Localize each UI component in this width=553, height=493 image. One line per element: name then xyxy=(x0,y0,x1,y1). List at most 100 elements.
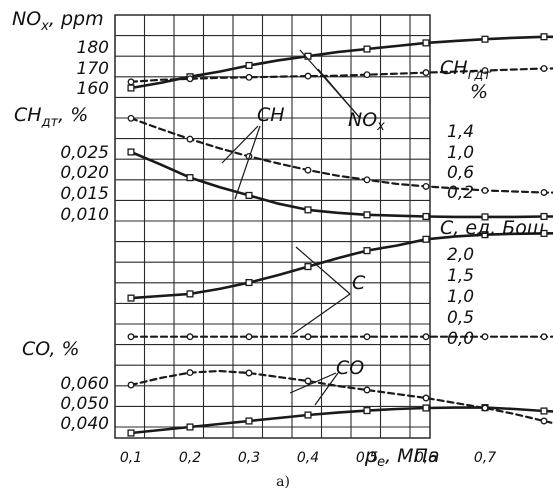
axis-title-ch-left: CHдт, % xyxy=(14,104,88,130)
series-layer xyxy=(127,33,553,437)
data-point-co-dashed xyxy=(245,369,253,377)
data-point-nox-solid xyxy=(481,35,489,43)
callout-leader-co xyxy=(314,372,339,406)
tick-label-right-ch: 0,6 xyxy=(447,163,474,183)
data-point-ch-solid xyxy=(245,191,253,199)
tick-label-right-c: 0,5 xyxy=(447,308,474,328)
data-point-co-dashed xyxy=(540,417,548,425)
x-axis-label-unit: , МПа xyxy=(385,445,439,467)
data-point-nox-dashed xyxy=(304,72,312,80)
data-point-co-solid xyxy=(304,411,312,419)
axis-title-unit: , ед. Бош xyxy=(453,217,544,239)
callout-main: NO xyxy=(348,109,377,131)
axis-title-c-right: C, ед. Бош xyxy=(440,217,544,239)
data-point-c-dashed xyxy=(363,333,371,341)
data-point-c-dashed xyxy=(540,333,548,341)
callout-label-ch: CH xyxy=(257,104,285,126)
data-point-ch-dashed xyxy=(304,166,312,174)
data-point-nox-dashed xyxy=(186,75,194,83)
callout-leader-c xyxy=(292,293,351,335)
data-point-ch-dashed xyxy=(186,135,194,143)
data-point-co-solid xyxy=(245,417,253,425)
tick-label-x: 0,7 xyxy=(474,450,496,466)
callout-leader-ch xyxy=(234,125,261,200)
data-point-ch-solid xyxy=(540,212,548,221)
axis-title-main: CH xyxy=(14,104,42,126)
tick-label-x: 0,5 xyxy=(356,450,378,466)
x-axis-label-sub: e xyxy=(377,455,385,470)
axis-title-unit: % xyxy=(470,81,488,103)
data-point-co-dashed xyxy=(186,369,194,377)
data-point-c-dashed xyxy=(127,333,135,341)
tick-label-right-c: 1,0 xyxy=(447,287,474,307)
data-point-nox-dashed xyxy=(481,67,489,75)
callout-main: CO xyxy=(336,357,364,379)
callout-leader-c xyxy=(295,246,351,295)
data-point-ch-dashed xyxy=(422,182,430,190)
data-point-c-solid xyxy=(363,247,371,255)
axis-title-unit: , ppm xyxy=(49,8,104,30)
figure-caption: а) xyxy=(276,474,290,490)
axis-title-nox-left: NOx, ppm xyxy=(12,8,104,34)
data-point-nox-solid xyxy=(363,45,371,53)
tick-label-right-ch: 1,0 xyxy=(447,143,474,163)
data-point-nox-solid xyxy=(127,84,135,92)
data-point-co-solid xyxy=(363,407,371,415)
series-line-ch-solid xyxy=(129,150,553,219)
callout-label-nox: NOx xyxy=(348,109,385,134)
tick-label-right-c: 1,5 xyxy=(447,266,474,286)
axis-title-main: CO xyxy=(22,338,50,360)
tick-label-right-c: 0,0 xyxy=(447,329,474,349)
series-line-co-solid xyxy=(129,406,553,435)
axis-title-sub: гдт xyxy=(468,68,492,83)
tick-label-x: 0,1 xyxy=(120,450,142,466)
data-point-nox-solid xyxy=(422,39,430,47)
tick-label-left-ch: 0,020 xyxy=(60,163,109,183)
data-point-ch-solid xyxy=(422,212,430,221)
plot-frame xyxy=(114,14,431,439)
axis-title-nox-right: CHгдт xyxy=(440,57,491,83)
data-point-c-solid xyxy=(422,235,430,243)
tick-label-x: 0,6 xyxy=(415,450,437,466)
tick-label-left-nox: 160 xyxy=(77,79,109,99)
data-point-co-solid xyxy=(422,404,430,412)
axis-title-sub: дт xyxy=(41,115,59,130)
data-point-co-dashed xyxy=(127,381,135,389)
axis-title-co-left: CO, % xyxy=(22,338,80,360)
data-point-c-dashed xyxy=(304,333,312,341)
callout-label-c: C xyxy=(352,272,366,294)
callout-leader-co xyxy=(289,372,337,394)
tick-label-left-co: 0,050 xyxy=(60,394,109,414)
data-point-ch-dashed xyxy=(127,114,135,122)
grid xyxy=(114,14,431,439)
tick-label-x: 0,4 xyxy=(297,450,319,466)
data-point-nox-dashed xyxy=(540,65,548,72)
data-point-c-solid xyxy=(186,290,194,298)
data-point-ch-dashed xyxy=(363,176,371,184)
series-line-co-dashed xyxy=(129,369,553,425)
callout-main: CH xyxy=(257,104,285,126)
tick-label-x: 0,3 xyxy=(238,450,260,466)
data-point-co-solid xyxy=(127,429,135,437)
axis-title-sub: x xyxy=(40,19,49,34)
data-point-c-dashed xyxy=(422,333,430,341)
data-point-nox-dashed xyxy=(422,69,430,77)
data-point-nox-dashed xyxy=(245,73,253,81)
axis-title-main: CH xyxy=(440,57,468,79)
data-point-ch-dashed xyxy=(481,187,489,194)
tick-label-left-ch: 0,015 xyxy=(60,184,109,204)
x-axis-label: pe, МПа xyxy=(364,445,439,470)
data-point-c-solid xyxy=(481,231,489,239)
data-point-co-dashed xyxy=(422,394,430,402)
callout-label-co: CO xyxy=(336,357,364,379)
data-point-ch-dashed xyxy=(540,189,548,196)
tick-label-right-ch: 1,4 xyxy=(447,122,474,142)
data-point-co-dashed xyxy=(363,386,371,394)
data-point-co-dashed xyxy=(481,404,489,412)
callout-leader-ch xyxy=(221,125,259,164)
series-line-nox-dashed xyxy=(129,67,553,83)
data-point-nox-dashed xyxy=(363,71,371,79)
callout-main: C xyxy=(352,272,366,294)
